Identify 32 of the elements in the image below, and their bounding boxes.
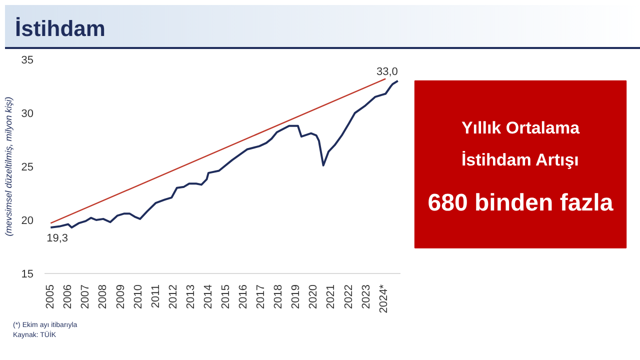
y-tick-label: 35 xyxy=(21,54,34,66)
x-tick-label: 2016 xyxy=(238,284,250,309)
x-tick-label: 2019 xyxy=(290,284,302,309)
y-tick-label: 25 xyxy=(21,162,34,174)
x-tick-label: 2017 xyxy=(255,284,268,309)
x-tick-label: 2022 xyxy=(342,284,355,309)
x-tick-label: 2005 xyxy=(44,284,57,309)
x-tick-label: 2011 xyxy=(150,284,162,308)
x-tick-label: 2006 xyxy=(62,284,74,309)
x-tick-label: 2015 xyxy=(220,284,232,309)
y-axis-title: (mevsimsel düzeltilmiş, milyon kişi) xyxy=(3,96,14,236)
y-tick-label: 15 xyxy=(21,268,34,280)
y-tick-label: 20 xyxy=(21,215,34,227)
y-tick-label: 30 xyxy=(21,108,34,120)
chart-title: İstihdam xyxy=(15,15,106,43)
x-tick-label: 2023 xyxy=(360,284,372,309)
annotation: 33,0 xyxy=(376,66,398,78)
text: Yıllık Ortalama xyxy=(461,118,580,138)
x-tick-label: 2020 xyxy=(308,284,320,309)
x-tick-label: 2021 xyxy=(325,284,338,309)
x-tick-label: 2010 xyxy=(132,284,144,309)
x-tick-label: 2013 xyxy=(184,284,197,309)
x-tick-label: 2014 xyxy=(202,284,214,309)
text: İstihdam Artışı xyxy=(461,150,579,170)
x-tick-label: 2007 xyxy=(80,284,92,309)
x-tick-label: 2024* xyxy=(378,284,390,314)
x-tick-label: 2018 xyxy=(272,284,285,309)
x-tick-label: 2008 xyxy=(97,284,110,309)
x-tick-label: 2012 xyxy=(167,284,180,309)
x-tick-label: 2009 xyxy=(114,284,127,309)
text: 680 binden fazla xyxy=(428,189,614,216)
annotation: 19,3 xyxy=(46,232,68,244)
